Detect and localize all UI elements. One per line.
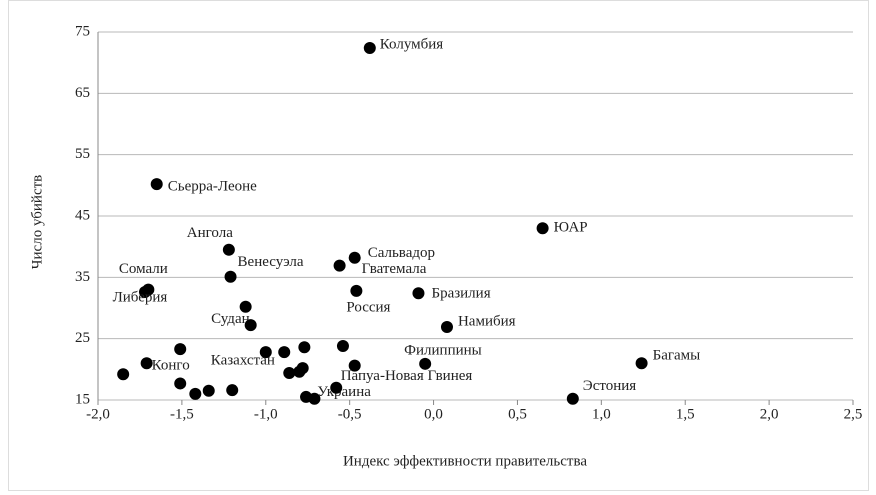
point <box>174 343 187 356</box>
x-tick-label: 0,5 <box>508 406 527 422</box>
point <box>293 365 306 378</box>
x-axis-title: Индекс эффективности правительства <box>343 453 587 469</box>
x-tick-label: 2,0 <box>760 406 779 422</box>
point-label: Россия <box>346 299 390 315</box>
point <box>278 346 291 359</box>
point-label: Ангола <box>187 225 233 241</box>
point <box>259 346 272 359</box>
point <box>117 368 130 381</box>
point <box>566 392 579 405</box>
point-label: Казахстан <box>211 353 275 369</box>
x-tick-label: 0,0 <box>424 406 443 422</box>
point <box>419 357 432 370</box>
point-label: Украина <box>317 384 371 400</box>
point <box>239 300 252 313</box>
y-tick-label: 25 <box>75 330 90 346</box>
point <box>536 222 549 235</box>
x-tick-label: -1,5 <box>170 406 194 422</box>
x-tick-label: 2,5 <box>844 406 863 422</box>
point <box>140 357 153 370</box>
y-tick-label: 75 <box>75 23 90 39</box>
point <box>224 270 237 283</box>
point <box>412 287 425 300</box>
point-label: Либерия <box>113 289 168 305</box>
point <box>330 381 343 394</box>
y-axis-title: Число убийств <box>29 175 45 269</box>
point-label: Багамы <box>653 348 701 364</box>
y-tick-label: 45 <box>75 207 90 223</box>
x-tick-label: -2,0 <box>86 406 110 422</box>
point <box>226 384 239 397</box>
point <box>336 340 349 353</box>
x-tick-label: 1,0 <box>592 406 611 422</box>
y-tick-label: 65 <box>75 85 90 101</box>
point-label: Конго <box>152 358 190 374</box>
point <box>348 359 361 372</box>
point <box>202 384 215 397</box>
point <box>333 259 346 272</box>
point-label: Бразилия <box>431 286 490 302</box>
point-label: Венесуэла <box>238 254 304 270</box>
point-label: Сьерра-Леоне <box>168 179 257 195</box>
point <box>440 321 453 334</box>
point <box>350 284 363 297</box>
y-tick-label: 15 <box>75 391 90 407</box>
point-label: Намибия <box>458 313 516 329</box>
point <box>300 390 313 403</box>
point-label: Эстония <box>583 378 636 394</box>
point <box>174 377 187 390</box>
point <box>150 178 163 191</box>
frame <box>8 0 869 491</box>
point <box>298 341 311 354</box>
point <box>348 251 361 264</box>
point-label: Сальвадор <box>368 245 435 261</box>
y-tick-label: 55 <box>75 146 90 162</box>
x-tick-label: 1,5 <box>676 406 695 422</box>
point <box>138 286 151 299</box>
point <box>244 319 257 332</box>
point-label: Филиппины <box>404 342 482 358</box>
y-tick-label: 35 <box>75 269 90 285</box>
point-label: Гватемала <box>362 261 427 277</box>
x-tick-label: -0,5 <box>338 406 362 422</box>
point <box>283 367 296 380</box>
point-label: ЮАР <box>554 220 588 236</box>
point <box>222 243 235 256</box>
x-tick-label: -1,0 <box>254 406 278 422</box>
point-label: Папуа-Новая Гвинея <box>341 368 473 384</box>
point <box>189 387 202 400</box>
point <box>635 357 648 370</box>
point-label: Сомали <box>119 261 168 277</box>
point <box>363 41 376 54</box>
point-label: Колумбия <box>380 36 443 52</box>
point-label: Судан <box>211 311 250 327</box>
